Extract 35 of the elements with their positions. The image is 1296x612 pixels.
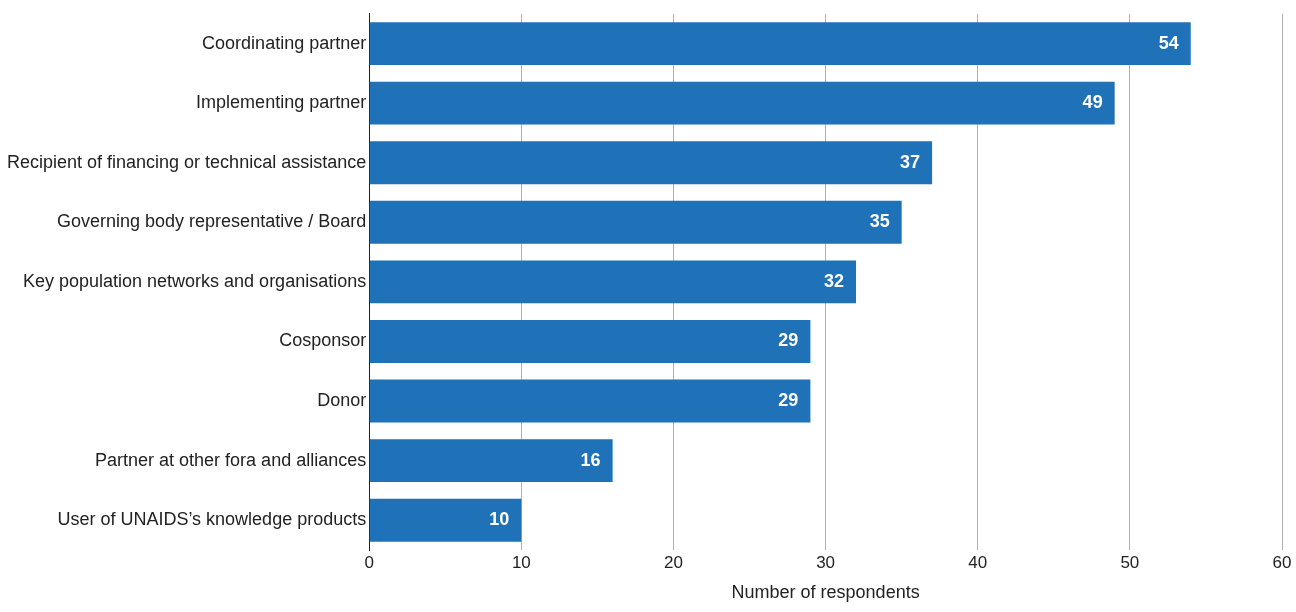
- data-label: 37: [900, 151, 921, 172]
- y-tick-label: Partner at other fora and alliances: [95, 449, 367, 470]
- x-tick-label: 40: [968, 552, 988, 572]
- data-label: 35: [869, 211, 890, 232]
- bar: [369, 22, 1191, 66]
- bar: [369, 379, 811, 423]
- data-label: 32: [824, 270, 845, 291]
- y-tick-label: Key population networks and organisations: [22, 270, 367, 291]
- data-label: 29: [778, 390, 799, 411]
- y-tick-label: Governing body representative / Board: [57, 211, 367, 232]
- y-tick-label: Donor: [317, 390, 367, 411]
- data-label: 10: [489, 509, 510, 530]
- y-tick-label: Implementing partner: [196, 92, 367, 113]
- x-axis-title: Number of respondents: [731, 582, 920, 603]
- x-tick-label: 30: [816, 552, 836, 572]
- y-tick-label: User of UNAIDS’s knowledge products: [57, 509, 367, 530]
- x-tick-label: 60: [1272, 552, 1292, 572]
- x-tick-label: 10: [511, 552, 531, 572]
- data-label: 49: [1082, 92, 1103, 113]
- data-label: 16: [580, 449, 601, 470]
- bar: [369, 200, 902, 244]
- bar: [369, 498, 522, 542]
- y-tick-label: Coordinating partner: [202, 32, 367, 53]
- bar: [369, 320, 811, 363]
- data-label: 29: [778, 330, 799, 351]
- y-tick-label: Recipient of financing or technical assistance: [7, 151, 367, 172]
- bar: [369, 141, 933, 185]
- bar: [369, 81, 1115, 125]
- y-tick-label: Cosponsor: [279, 330, 367, 351]
- data-label: 54: [1158, 32, 1179, 53]
- x-tick-label: 20: [664, 552, 683, 572]
- x-tick-label: 50: [1120, 552, 1140, 572]
- bar: [369, 439, 613, 483]
- x-tick-label: 0: [364, 552, 374, 572]
- bar: [369, 260, 857, 304]
